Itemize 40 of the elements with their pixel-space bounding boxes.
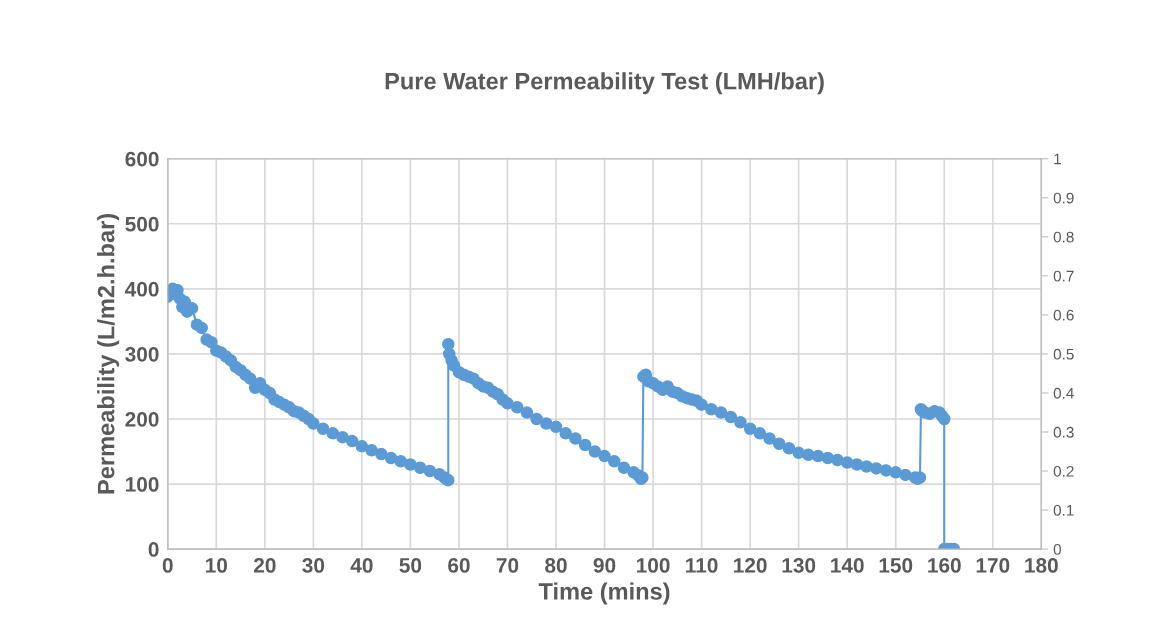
y2-tick-label: 0.6 [1053,309,1074,321]
y-tick-label: 300 [125,346,159,362]
y-axis-title: Permeability (L/m2.h.bar) [97,214,120,494]
chart-title: Pure Water Permeability Test (LMH/bar) [385,72,824,95]
x-tick-label: 160 [928,558,961,573]
x-tick-label: 150 [879,558,913,573]
x-tick-label: 30 [302,558,325,573]
y-tick-label: 100 [125,477,159,492]
y2-tick-label: 0.4 [1053,387,1074,399]
y2-tick-label: 0.1 [1053,504,1074,516]
x-tick-label: 120 [734,558,767,573]
x-tick-label: 20 [253,558,276,573]
x-tick-label: 110 [686,558,718,573]
y2-tick-label: 0.5 [1053,348,1074,360]
y-tick-label: 200 [125,411,159,427]
y2-tick-label: 0.3 [1053,426,1074,438]
x-tick-label: 170 [976,558,1010,573]
x-tick-label: 40 [350,558,373,573]
y-tick-label: 600 [125,151,159,167]
y2-tick-label: 0.2 [1053,465,1074,477]
y-tick-label: 400 [124,281,159,297]
x-tick-label: 10 [206,558,228,573]
x-tick-label: 50 [399,558,422,573]
x-axis-title: Time (mins) [538,582,670,605]
x-tick-label: 90 [593,558,616,573]
x-tick-label: 0 [162,558,173,573]
y2-tick-label: 0.7 [1053,270,1074,282]
x-tick-label: 100 [637,558,670,573]
x-tick-label: 140 [831,558,864,573]
y-tick-label: 500 [125,216,159,232]
y2-tick-label: 1 [1054,153,1061,165]
y2-tick-label: 0 [1053,543,1061,555]
x-tick-label: 70 [496,558,519,573]
x-tick-label: 80 [545,558,567,573]
x-tick-label: 180 [1025,558,1058,573]
x-tick-label: 60 [448,558,470,573]
y2-tick-label: 0.8 [1053,231,1074,243]
x-tick-label: 130 [782,558,816,573]
y-tick-label: 0 [148,542,159,557]
y2-tick-label: 0.9 [1053,192,1074,204]
